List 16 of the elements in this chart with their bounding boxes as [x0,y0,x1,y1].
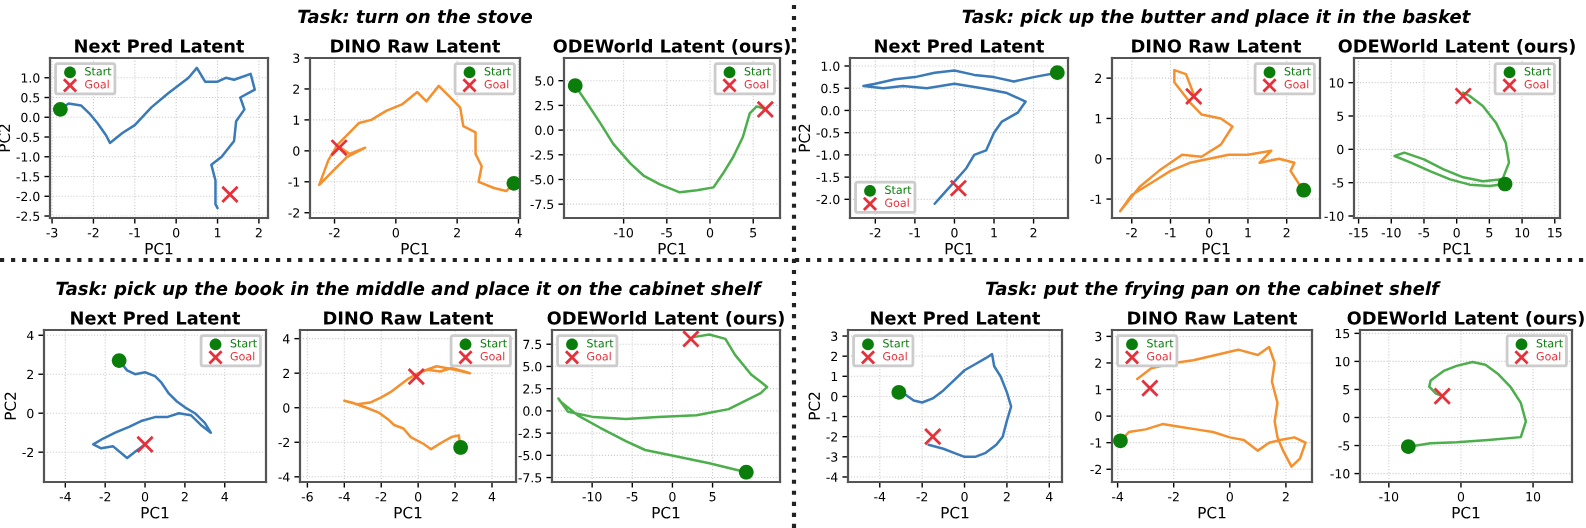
chart-title: ODEWorld Latent (ours) [547,310,784,327]
chart-title: DINO Raw Latent [324,311,494,325]
chart-subtitle: Task: turn on the stove [298,9,533,24]
chart-subtitle: Task: pick up the book in the middle and place it on the cabinet shelf [56,281,763,299]
chart-title: ODEWorld Latent (ours) [1338,38,1575,55]
chart-title: Next Pred Latent [875,38,1045,53]
chart-title: ODEWorld Latent (ours) [553,38,790,55]
chart-title: DINO Raw Latent [331,39,501,53]
chart-title: DINO Raw Latent [1132,39,1302,53]
chart-title: Next Pred Latent [71,310,241,325]
chart-title: ODEWorld Latent (ours) [1347,310,1584,327]
chart-subtitle: Task: put the frying pan on the cabinet shelf [985,281,1441,299]
chart-title: Next Pred Latent [871,310,1041,325]
chart-title: Next Pred Latent [75,38,245,53]
chart-title: DINO Raw Latent [1128,311,1298,325]
chart-subtitle: Task: pick up the butter and place it in the basket [962,9,1471,27]
